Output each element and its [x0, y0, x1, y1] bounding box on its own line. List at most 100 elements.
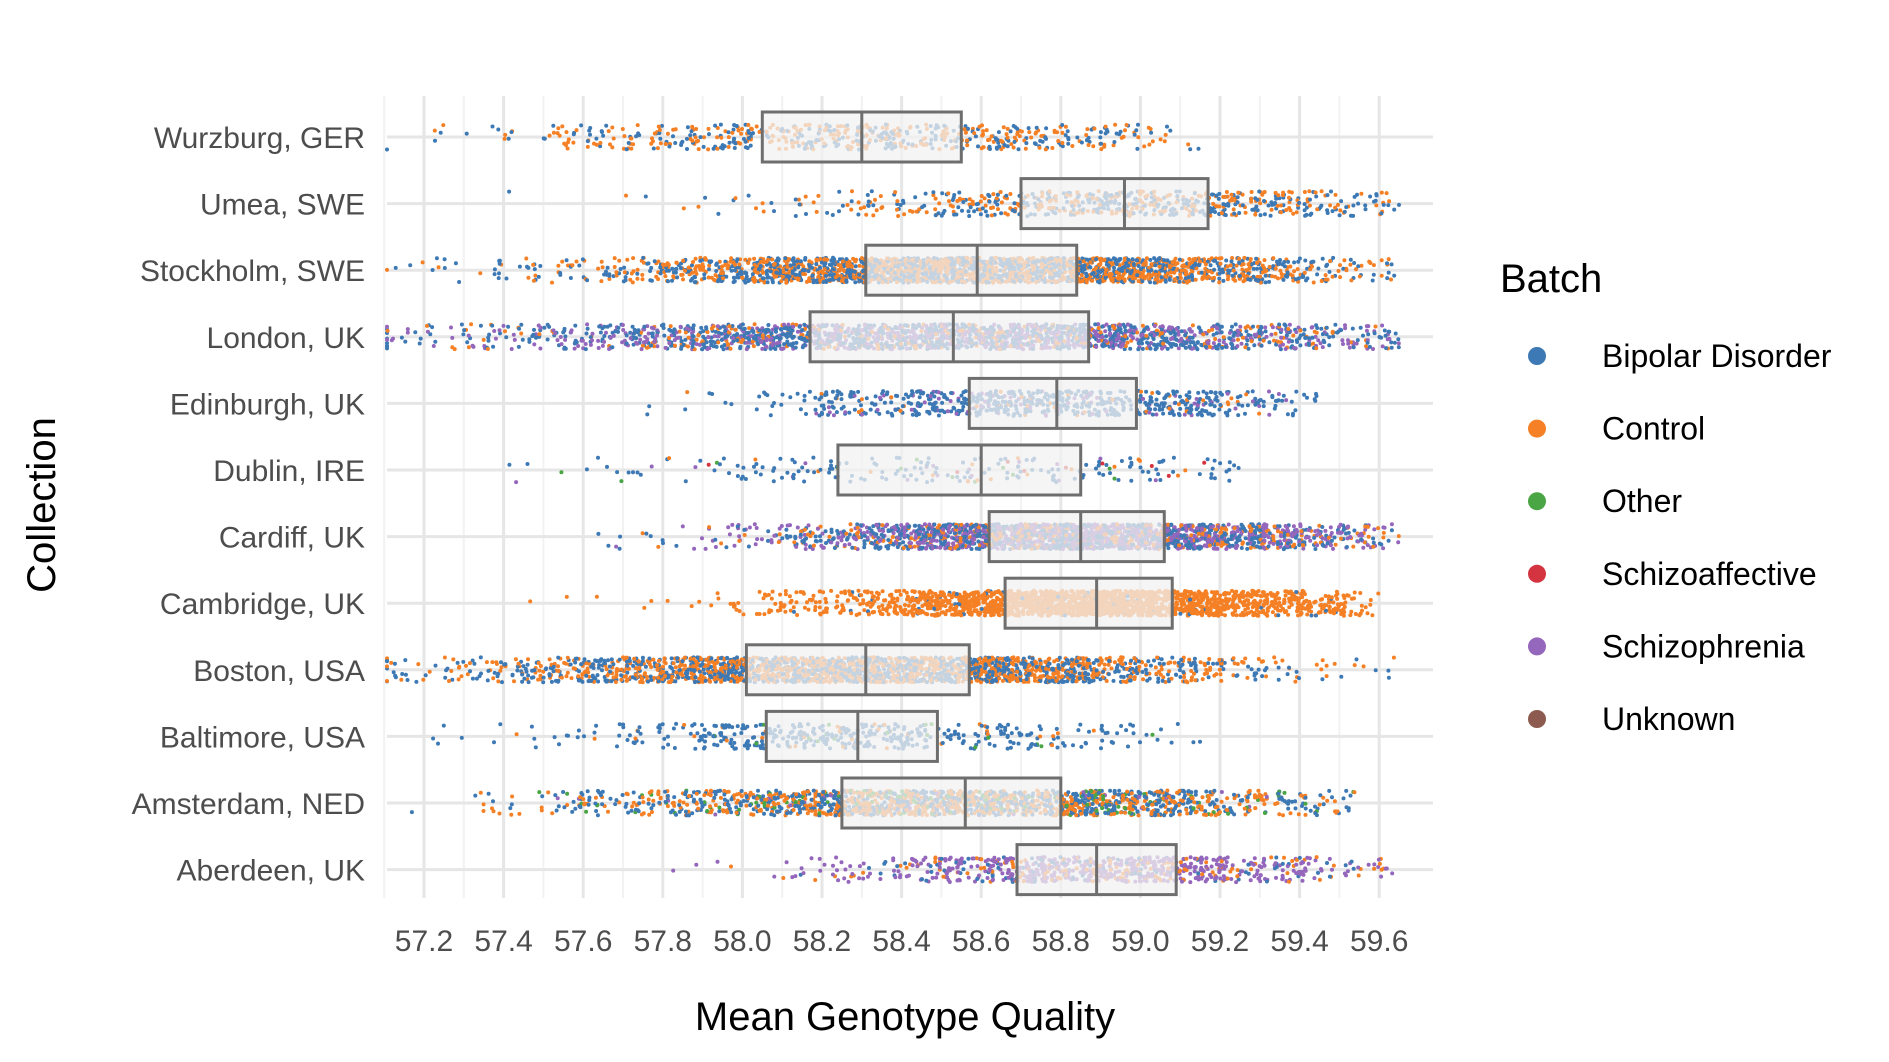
- data-point: [385, 346, 389, 351]
- data-point: [1278, 210, 1283, 215]
- data-point: [1302, 208, 1307, 213]
- data-point: [1346, 338, 1350, 343]
- data-point: [811, 280, 816, 285]
- data-point: [629, 146, 634, 151]
- data-point: [620, 323, 625, 327]
- data-point: [1193, 277, 1198, 282]
- data-point: [608, 142, 612, 147]
- data-point: [1275, 203, 1280, 208]
- data-point: [666, 268, 671, 273]
- data-point: [1217, 191, 1222, 196]
- data-point: [880, 205, 885, 210]
- data-point: [792, 262, 796, 267]
- data-point: [657, 131, 662, 136]
- data-point: [1295, 267, 1300, 272]
- data-point: [858, 206, 863, 211]
- data-point: [464, 131, 469, 136]
- data-point: [658, 271, 663, 276]
- data-point: [1122, 256, 1127, 261]
- data-point: [1349, 213, 1353, 218]
- data-point: [640, 277, 645, 282]
- data-point: [1079, 273, 1084, 278]
- data-point: [1056, 139, 1061, 143]
- data-point: [1379, 190, 1384, 195]
- data-point: [737, 262, 742, 267]
- data-point: [1065, 129, 1070, 134]
- data-point: [1255, 278, 1260, 283]
- data-point: [781, 270, 786, 275]
- data-point: [970, 199, 975, 204]
- data-point: [1148, 127, 1153, 131]
- data-point: [648, 269, 653, 273]
- data-point: [1150, 139, 1155, 144]
- data-point: [1303, 258, 1308, 263]
- data-point: [547, 133, 552, 138]
- data-point: [636, 131, 641, 136]
- data-point: [804, 279, 809, 284]
- data-point: [1009, 142, 1014, 147]
- data-point: [698, 255, 703, 260]
- data-point: [755, 270, 760, 275]
- data-point: [1268, 213, 1273, 218]
- data-point: [1282, 260, 1287, 264]
- data-point: [1026, 126, 1031, 131]
- data-point: [728, 259, 733, 264]
- data-point: [752, 263, 757, 267]
- data-point: [1158, 137, 1163, 142]
- data-point: [1157, 264, 1162, 269]
- data-point: [714, 261, 719, 266]
- data-point: [1311, 280, 1316, 285]
- data-point: [1221, 335, 1226, 340]
- data-point: [814, 257, 819, 262]
- data-point: [524, 256, 529, 261]
- data-point: [564, 258, 569, 263]
- data-point: [1396, 341, 1401, 346]
- data-point: [871, 203, 876, 208]
- data-point: [1355, 192, 1359, 197]
- data-point: [525, 264, 529, 269]
- data-point: [996, 140, 1001, 145]
- data-point: [1102, 144, 1107, 149]
- data-point: [849, 207, 854, 212]
- data-point: [1090, 278, 1095, 283]
- data-point: [803, 256, 808, 260]
- data-point: [1188, 147, 1193, 152]
- data-point: [1103, 124, 1108, 129]
- data-point: [490, 124, 495, 129]
- data-point: [1216, 196, 1221, 201]
- data-point: [1044, 126, 1049, 131]
- data-point: [620, 127, 625, 131]
- data-point: [940, 191, 945, 196]
- data-point: [852, 269, 857, 274]
- data-point: [1379, 258, 1384, 263]
- data-point: [837, 189, 842, 194]
- data-point: [1226, 274, 1231, 279]
- data-point: [937, 201, 942, 206]
- data-point: [908, 208, 912, 213]
- data-point: [1077, 260, 1082, 264]
- data-point: [610, 145, 615, 150]
- data-point: [1210, 276, 1215, 281]
- data-point: [1269, 207, 1274, 212]
- data-point: [1084, 279, 1089, 284]
- data-point: [1130, 257, 1135, 262]
- data-point: [796, 265, 801, 270]
- data-point: [995, 202, 1000, 207]
- data-point: [740, 127, 744, 131]
- data-point: [1267, 279, 1272, 284]
- data-point: [1361, 333, 1365, 338]
- data-point: [726, 135, 731, 140]
- data-point: [1181, 263, 1186, 268]
- data-point: [583, 342, 588, 346]
- data-point: [658, 265, 663, 270]
- data-point: [676, 335, 681, 340]
- data-point: [1132, 132, 1137, 137]
- data-point: [1135, 258, 1139, 263]
- data-point: [504, 276, 509, 281]
- data-point: [1130, 276, 1135, 281]
- data-point: [1339, 199, 1344, 204]
- data-point: [1228, 198, 1233, 203]
- data-point: [694, 264, 699, 269]
- data-point: [1224, 258, 1229, 263]
- data-point: [753, 278, 758, 283]
